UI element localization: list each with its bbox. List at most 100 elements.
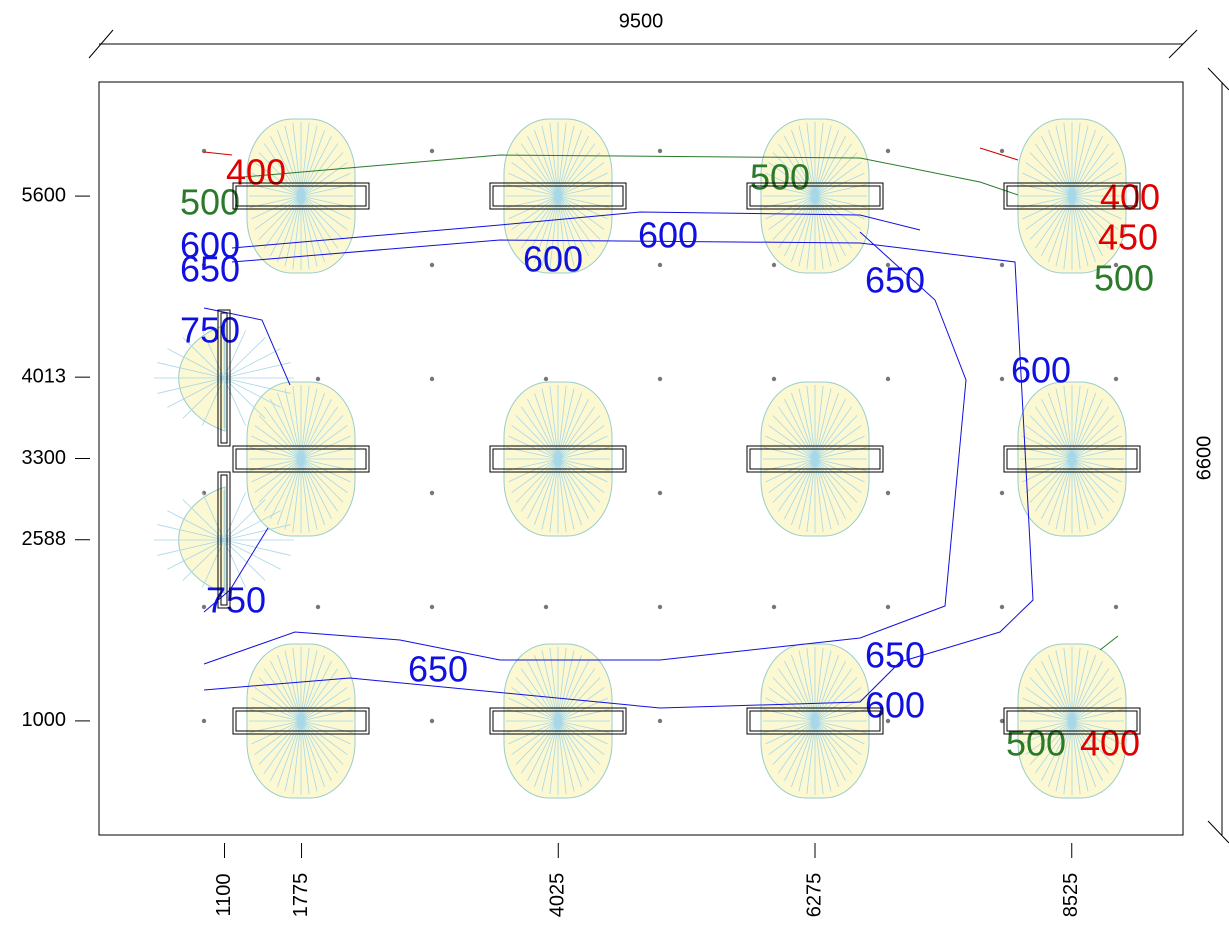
luminaire (1003, 445, 1141, 473)
x-tick-label: 6275 (803, 873, 825, 918)
calc-point (1113, 376, 1119, 382)
luminaire-inner (492, 710, 624, 732)
dimension-lines (88, 29, 1229, 844)
calc-point (657, 490, 663, 496)
luminaire (489, 707, 627, 735)
luminaire (1003, 707, 1141, 735)
calc-point (315, 376, 321, 382)
luminaire-inner (492, 185, 624, 207)
luminaire-inner (749, 710, 881, 732)
calc-point (885, 490, 891, 496)
light-rays (1020, 122, 1124, 270)
calc-point (1113, 604, 1119, 610)
calc-point (657, 604, 663, 610)
isoline-label: 450 (1098, 217, 1158, 258)
isoline-label: 600 (523, 239, 583, 280)
luminaire (489, 182, 627, 210)
calc-point (543, 376, 549, 382)
luminaire-housings (217, 182, 1141, 735)
isolines (203, 147, 1119, 709)
calc-point (771, 262, 777, 268)
luminaire (746, 445, 884, 473)
calc-point (885, 376, 891, 382)
isoline-label: 400 (1080, 723, 1140, 764)
light-rays (249, 647, 353, 795)
isoline-label: 750 (206, 580, 266, 621)
luminaire (232, 707, 370, 735)
luminaire (746, 182, 884, 210)
isoline-label: 500 (180, 182, 240, 223)
luminaire-inner (220, 312, 228, 444)
calc-point (657, 718, 663, 724)
calc-point (201, 718, 207, 724)
luminaire (217, 471, 231, 609)
calc-point (429, 262, 435, 268)
calc-point (429, 148, 435, 154)
luminaire (217, 309, 231, 447)
calc-point (999, 262, 1005, 268)
luminaire (489, 445, 627, 473)
calc-point (657, 262, 663, 268)
light-rays (1020, 647, 1124, 795)
luminaire-inner (749, 185, 881, 207)
luminaire (746, 707, 884, 735)
luminaire-inner (235, 710, 367, 732)
isoline-label: 650 (180, 249, 240, 290)
calc-point (429, 490, 435, 496)
isoline-label: 600 (638, 215, 698, 256)
calc-point (999, 490, 1005, 496)
height-dimension: 6600 (1193, 436, 1215, 481)
calc-point (771, 604, 777, 610)
y-tick-label: 5600 (22, 184, 67, 206)
calc-point (543, 604, 549, 610)
luminaire-inner (1006, 448, 1138, 470)
calc-point (771, 376, 777, 382)
calc-point (315, 604, 321, 610)
calc-point (999, 148, 1005, 154)
luminaire (232, 182, 370, 210)
luminaire (232, 445, 370, 473)
luminaire-inner (1006, 710, 1138, 732)
light-rays (763, 122, 867, 270)
calc-point (657, 148, 663, 154)
isoline-label: 600 (865, 685, 925, 726)
axis-ticks: 5600 4013 3300 2588 1000 1100 1775 4025 6275 8525 (22, 184, 1083, 917)
y-tick-label: 4013 (22, 365, 67, 387)
calc-point (885, 148, 891, 154)
calc-point (201, 604, 207, 610)
calc-point (429, 604, 435, 610)
light-rays (506, 647, 610, 795)
light-rays (154, 328, 294, 428)
luminaire-inner (1006, 185, 1138, 207)
isoline-label: 500 (750, 157, 810, 198)
luminaire-inner (492, 448, 624, 470)
x-tick-label: 4025 (547, 873, 569, 918)
luminaire-inner (220, 474, 228, 606)
calc-point (885, 718, 891, 724)
isoline-label: 600 (1011, 350, 1071, 391)
luminaire-inner (235, 185, 367, 207)
luminaire-inner (749, 448, 881, 470)
width-dimension: 9500 (619, 10, 664, 32)
light-rays (506, 385, 610, 533)
luminaire-inner (235, 448, 367, 470)
light-rays (763, 647, 867, 795)
calc-point (657, 376, 663, 382)
light-rays (1020, 385, 1124, 533)
x-tick-label: 1775 (290, 873, 312, 918)
isoline-label: 650 (865, 635, 925, 676)
light-rays (249, 122, 353, 270)
calc-point (429, 718, 435, 724)
isoline-label: 500 (1094, 258, 1154, 299)
isoline-label: 650 (865, 260, 925, 301)
light-rays (154, 490, 294, 590)
isoline-label: 650 (408, 649, 468, 690)
luminaire (1003, 182, 1141, 210)
light-rays (763, 385, 867, 533)
room-outline (98, 81, 1184, 836)
calc-point (885, 604, 891, 610)
calc-point (999, 604, 1005, 610)
light-rays (249, 385, 353, 533)
calc-point (201, 262, 207, 268)
